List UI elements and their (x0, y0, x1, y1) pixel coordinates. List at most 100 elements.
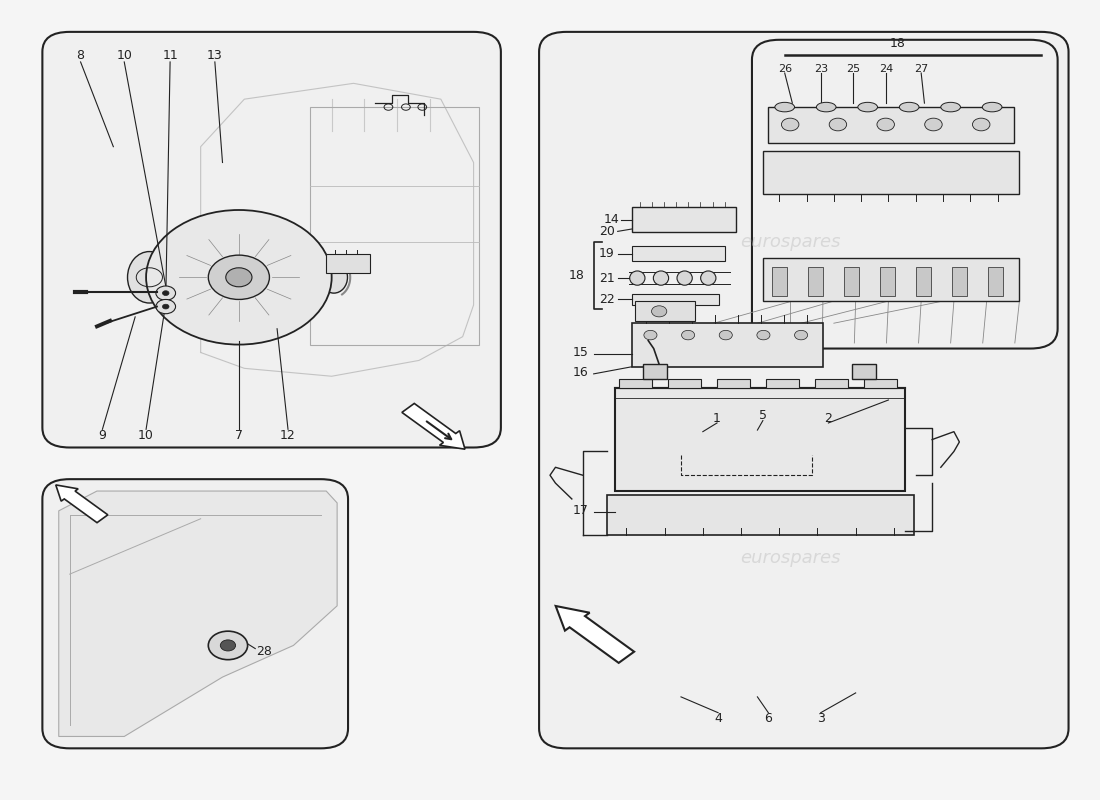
Bar (763, 258, 1020, 301)
Text: 26: 26 (778, 64, 792, 74)
FancyArrow shape (402, 403, 465, 449)
Bar (607, 495, 913, 534)
Bar (631, 246, 725, 261)
Text: 18: 18 (569, 269, 584, 282)
Text: 28: 28 (256, 646, 272, 658)
Bar (619, 378, 651, 388)
Bar (635, 301, 695, 321)
Text: 1: 1 (713, 412, 721, 425)
Bar (815, 378, 848, 388)
Text: 18: 18 (889, 38, 905, 50)
Text: 27: 27 (914, 64, 928, 74)
Text: 23: 23 (814, 64, 828, 74)
Text: 12: 12 (280, 429, 296, 442)
Text: 10: 10 (139, 429, 154, 442)
Text: eurospares: eurospares (145, 605, 245, 622)
Circle shape (719, 330, 733, 340)
Text: 6: 6 (764, 712, 772, 725)
Circle shape (146, 210, 332, 345)
Text: 5: 5 (759, 410, 767, 422)
Circle shape (156, 299, 176, 314)
Circle shape (163, 304, 169, 309)
Text: eurospares: eurospares (740, 550, 840, 567)
Polygon shape (58, 491, 337, 737)
Bar (771, 267, 786, 295)
Text: 22: 22 (598, 293, 615, 306)
Bar (766, 378, 799, 388)
Text: 7: 7 (235, 429, 243, 442)
FancyBboxPatch shape (43, 32, 500, 447)
Circle shape (829, 118, 847, 131)
Bar (668, 378, 701, 388)
FancyBboxPatch shape (43, 479, 348, 748)
Bar (327, 254, 370, 274)
Bar (865, 378, 898, 388)
Text: 10: 10 (117, 49, 132, 62)
Text: 4: 4 (714, 712, 722, 725)
Bar (852, 364, 877, 378)
Ellipse shape (653, 271, 669, 286)
Text: 17: 17 (573, 504, 588, 518)
Text: 16: 16 (573, 366, 588, 378)
Text: eurospares: eurospares (740, 233, 840, 250)
Circle shape (781, 118, 799, 131)
FancyArrow shape (556, 606, 634, 663)
Circle shape (220, 640, 235, 651)
Bar (310, 107, 478, 345)
Text: 11: 11 (162, 49, 178, 62)
Ellipse shape (774, 102, 794, 112)
Bar (952, 267, 967, 295)
Ellipse shape (676, 271, 692, 286)
Bar (631, 323, 823, 366)
Text: 3: 3 (817, 712, 825, 725)
Circle shape (163, 290, 169, 295)
Ellipse shape (629, 271, 645, 286)
Circle shape (226, 268, 252, 286)
Bar (988, 267, 1003, 295)
Text: 13: 13 (207, 49, 222, 62)
Text: 24: 24 (879, 64, 893, 74)
Text: 20: 20 (598, 225, 615, 238)
Ellipse shape (940, 102, 960, 112)
Bar (631, 294, 719, 305)
Text: eurospares: eurospares (167, 233, 267, 250)
Ellipse shape (900, 102, 918, 112)
Ellipse shape (858, 102, 878, 112)
Circle shape (972, 118, 990, 131)
Bar (717, 378, 750, 388)
Bar (807, 267, 823, 295)
Text: 14: 14 (603, 213, 619, 226)
Circle shape (208, 255, 270, 299)
Circle shape (757, 330, 770, 340)
Ellipse shape (816, 102, 836, 112)
Bar (642, 364, 667, 378)
Text: 19: 19 (598, 247, 615, 260)
Text: 25: 25 (846, 64, 860, 74)
Text: 9: 9 (99, 429, 107, 442)
Bar (880, 267, 895, 295)
Circle shape (794, 330, 807, 340)
Ellipse shape (320, 262, 348, 293)
Circle shape (156, 286, 176, 300)
Circle shape (682, 330, 694, 340)
Circle shape (925, 118, 943, 131)
Ellipse shape (982, 102, 1002, 112)
FancyBboxPatch shape (539, 32, 1068, 748)
Circle shape (644, 330, 657, 340)
Text: 2: 2 (824, 412, 833, 425)
Ellipse shape (128, 251, 172, 303)
Bar (631, 207, 736, 232)
FancyBboxPatch shape (752, 40, 1057, 349)
Text: 21: 21 (598, 271, 615, 285)
Bar (616, 388, 905, 491)
Bar (763, 150, 1020, 194)
Bar (844, 267, 859, 295)
Bar (915, 267, 931, 295)
Circle shape (651, 306, 667, 317)
Text: 8: 8 (77, 49, 85, 62)
Bar (768, 107, 1014, 142)
Text: 15: 15 (573, 346, 588, 359)
Ellipse shape (701, 271, 716, 286)
Circle shape (877, 118, 894, 131)
FancyArrow shape (56, 485, 108, 522)
